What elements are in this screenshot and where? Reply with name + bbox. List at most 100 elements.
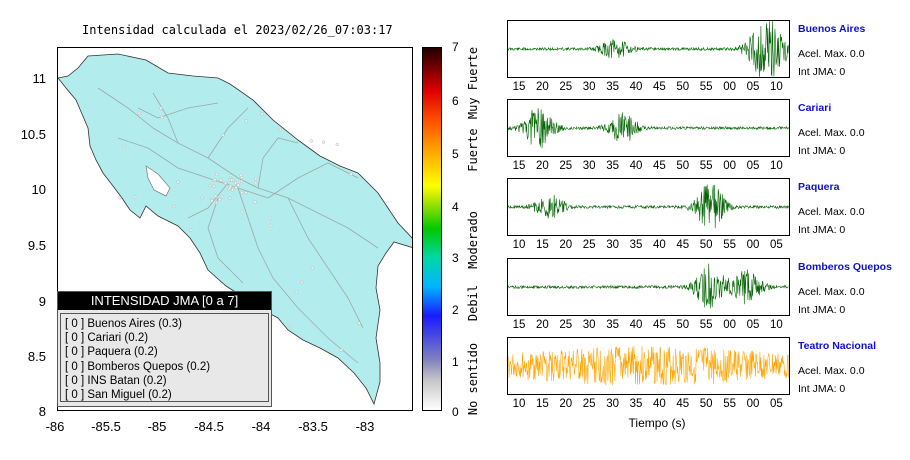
time-tick: 30 xyxy=(606,398,619,410)
station-marker xyxy=(210,199,214,203)
road-line xyxy=(207,197,244,284)
colorbar-tick: 1 xyxy=(452,355,459,369)
time-tick: 45 xyxy=(676,239,690,251)
station-marker xyxy=(228,174,233,178)
time-tick: 50 xyxy=(699,239,713,251)
station-name: Bomberos Quepos xyxy=(798,261,892,273)
time-tick: 35 xyxy=(606,160,619,172)
time-tick: 55 xyxy=(699,81,713,93)
waveform-trace xyxy=(507,184,789,229)
lat-tick: 10.5 xyxy=(20,127,46,142)
waveform-panel xyxy=(507,99,790,157)
station-marker xyxy=(118,196,122,200)
road-line xyxy=(152,92,179,144)
time-tick: 05 xyxy=(746,81,760,93)
time-tick: 20 xyxy=(535,319,549,331)
time-tick: 05 xyxy=(769,398,783,410)
station-marker xyxy=(269,223,273,227)
road-line xyxy=(287,197,364,329)
time-tick: 50 xyxy=(699,398,713,410)
map-title: Intensidad calculada el 2023/02/26_07:03… xyxy=(82,23,393,37)
station-marker xyxy=(228,196,232,200)
station-markers xyxy=(118,106,361,358)
intensity-colorbar xyxy=(422,47,442,411)
time-tick: 35 xyxy=(606,319,619,331)
time-tick: 05 xyxy=(769,239,783,251)
station-marker xyxy=(288,323,292,327)
lon-tick: -83 xyxy=(355,419,375,434)
time-tick: 10 xyxy=(769,81,783,93)
lat-tick: 8 xyxy=(38,404,46,419)
station-marker xyxy=(189,228,193,232)
station-marker xyxy=(137,111,141,115)
station-int-jma: Int JMA: 0 xyxy=(798,145,846,157)
x-axis-label: Tiempo (s) xyxy=(628,416,686,430)
station-marker xyxy=(240,179,244,183)
colorbar-tick: 0 xyxy=(452,405,459,419)
station-marker xyxy=(159,106,163,110)
station-marker xyxy=(240,176,244,180)
station-marker xyxy=(212,184,216,188)
time-tick: 40 xyxy=(629,160,643,172)
station-int-jma: Int JMA: 0 xyxy=(798,383,846,395)
lat-tick: 9 xyxy=(38,294,46,309)
road-line xyxy=(117,137,269,199)
time-tick: 15 xyxy=(512,319,526,331)
lat-tick: 9.5 xyxy=(27,238,46,253)
waveform-panel xyxy=(507,178,790,236)
station-marker xyxy=(200,195,204,199)
intensity-legend: INTENSIDAD JMA [0 a 7] [ 0 ] Buenos Aire… xyxy=(57,291,272,407)
road-line xyxy=(187,182,229,219)
time-tick: 45 xyxy=(652,81,666,93)
station-acel-max: Acel. Max. 0.0 xyxy=(798,286,865,298)
road-line xyxy=(267,162,359,199)
waveform-panel xyxy=(507,337,790,395)
time-tick: 10 xyxy=(769,160,783,172)
time-tick: 15 xyxy=(512,160,526,172)
station-acel-max: Acel. Max. 0.0 xyxy=(798,127,865,139)
station-marker xyxy=(233,181,237,185)
time-tick: 25 xyxy=(559,81,573,93)
time-tick: 10 xyxy=(512,398,526,410)
time-tick: 30 xyxy=(582,160,596,172)
legend-title: INTENSIDAD JMA [0 a 7] xyxy=(58,292,271,310)
time-tick: 45 xyxy=(652,319,666,331)
legend-row: [ 0 ] San Miguel (0.2) xyxy=(65,389,172,402)
nicoya-gulf xyxy=(145,165,171,197)
station-marker xyxy=(228,184,233,188)
time-tick: 40 xyxy=(652,398,666,410)
time-tick: 15 xyxy=(535,239,549,251)
legend-row: [ 0 ] Cariari (0.2) xyxy=(65,332,149,345)
time-tick: 00 xyxy=(746,398,760,410)
station-marker xyxy=(133,195,137,199)
station-int-jma: Int JMA: 0 xyxy=(798,304,846,316)
time-tick: 30 xyxy=(606,239,619,251)
station-marker xyxy=(278,127,282,132)
time-tick: 40 xyxy=(629,81,643,93)
time-tick: 00 xyxy=(723,81,736,93)
legend-row: [ 0 ] Buenos Aires (0.3) xyxy=(65,318,182,330)
lat-tick: 11 xyxy=(32,71,47,86)
station-marker xyxy=(220,194,224,198)
legend-row: [ 0 ] Bomberos Quepos (0.2) xyxy=(65,360,211,373)
time-tick: 15 xyxy=(512,81,526,93)
time-tick: 10 xyxy=(769,319,783,331)
time-tick: 30 xyxy=(582,319,596,331)
station-name: Teatro Nacional xyxy=(798,340,876,352)
road-line xyxy=(237,187,359,364)
colorbar-tick: 2 xyxy=(452,303,459,317)
time-tick: 35 xyxy=(629,239,643,251)
waveform-panel xyxy=(507,258,790,316)
waveform-line xyxy=(507,263,789,309)
station-marker xyxy=(219,178,223,182)
road-line xyxy=(257,137,299,189)
station-marker xyxy=(214,194,218,198)
legend-list: [ 0 ] Buenos Aires (0.3) [ 0 ] Cariari (… xyxy=(60,313,269,402)
station-marker xyxy=(240,190,244,194)
station-name: Paquera xyxy=(798,181,840,193)
colorbar-tick: 6 xyxy=(452,94,459,108)
time-tick: 00 xyxy=(746,239,760,251)
waveform-trace xyxy=(507,20,789,78)
station-marker xyxy=(234,186,238,190)
station-int-jma: Int JMA: 0 xyxy=(798,66,846,78)
